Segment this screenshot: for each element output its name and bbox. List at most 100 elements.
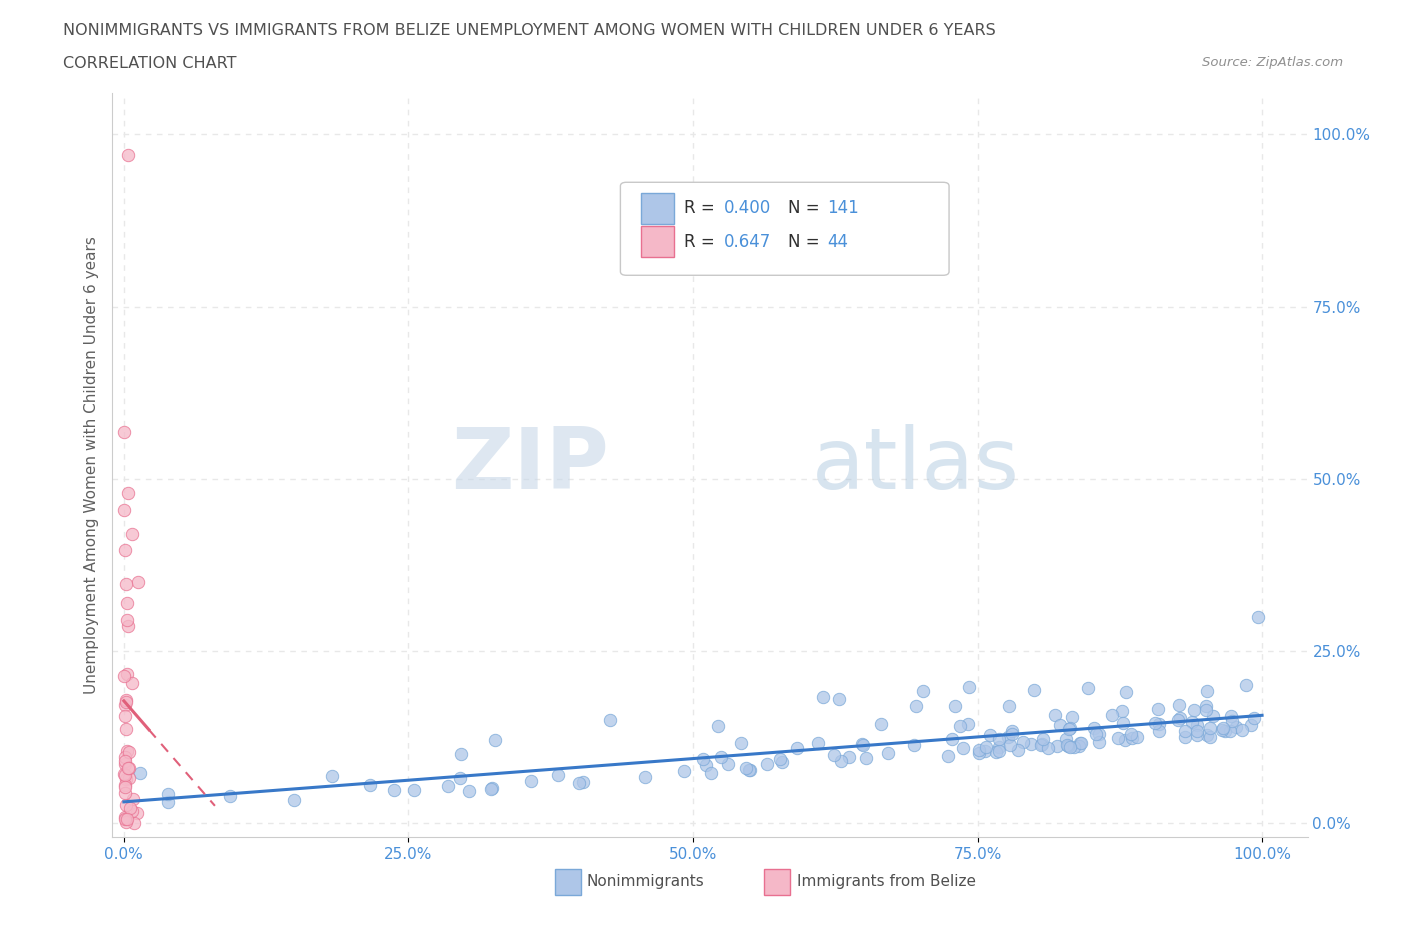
Point	[1057, 738, 1080, 753]
Point	[838, 750, 860, 764]
Point	[520, 774, 543, 789]
Point	[157, 794, 180, 809]
Point	[807, 736, 830, 751]
Point	[1029, 737, 1052, 752]
Point	[1060, 710, 1083, 724]
Point	[1174, 724, 1197, 738]
Point	[112, 425, 135, 440]
Point	[1187, 728, 1209, 743]
Point	[1147, 717, 1170, 732]
Point	[1202, 709, 1225, 724]
Point	[117, 745, 139, 760]
Point	[117, 595, 139, 610]
Point	[437, 778, 460, 793]
Point	[599, 712, 621, 727]
Point	[634, 770, 657, 785]
Text: 141: 141	[827, 199, 859, 218]
Point	[114, 753, 136, 768]
Point	[1121, 731, 1143, 746]
Bar	[554, 869, 581, 895]
Point	[117, 148, 139, 163]
Point	[1114, 733, 1136, 748]
Text: atlas: atlas	[811, 423, 1019, 507]
Point	[1247, 609, 1270, 624]
Point	[1000, 737, 1022, 752]
Point	[734, 760, 756, 775]
Point	[117, 485, 139, 500]
Point	[936, 749, 959, 764]
Point	[755, 757, 778, 772]
Point	[114, 812, 136, 827]
Point	[115, 693, 138, 708]
Point	[738, 763, 761, 777]
Point	[1212, 721, 1234, 736]
Point	[967, 746, 990, 761]
Point	[1240, 717, 1263, 732]
FancyBboxPatch shape	[620, 182, 949, 275]
Point	[114, 779, 136, 794]
Point	[1170, 711, 1192, 725]
Point	[786, 740, 808, 755]
Point	[851, 737, 873, 751]
Point	[1195, 702, 1218, 717]
Point	[118, 760, 141, 775]
Point	[114, 810, 136, 825]
Point	[952, 740, 974, 755]
Point	[1222, 713, 1244, 728]
Point	[484, 732, 506, 747]
Point	[987, 739, 1010, 754]
Point	[114, 542, 136, 557]
Point	[1182, 703, 1205, 718]
Point	[979, 728, 1001, 743]
Point	[1083, 721, 1105, 736]
Point	[115, 694, 138, 709]
Point	[1000, 726, 1022, 741]
Point	[770, 754, 793, 769]
Point	[1185, 724, 1208, 738]
Point	[547, 767, 569, 782]
Point	[1012, 735, 1035, 750]
Point	[450, 747, 472, 762]
Point	[1059, 722, 1081, 737]
Point	[115, 811, 138, 826]
Point	[1000, 724, 1022, 738]
Point	[673, 764, 696, 778]
Point	[1199, 721, 1222, 736]
Point	[973, 744, 995, 759]
Point	[949, 719, 972, 734]
Bar	[763, 869, 790, 895]
Point	[769, 751, 792, 766]
Point	[911, 684, 934, 698]
Point	[870, 716, 893, 731]
Point	[905, 698, 928, 713]
Point	[943, 698, 966, 713]
Text: 0.647: 0.647	[724, 232, 772, 251]
Point	[998, 698, 1021, 713]
Point	[404, 782, 426, 797]
Point	[1059, 720, 1081, 735]
Point	[1063, 739, 1085, 754]
Point	[1088, 726, 1111, 741]
Point	[120, 800, 142, 815]
Point	[118, 770, 141, 785]
Point	[114, 785, 136, 800]
Point	[707, 719, 730, 734]
Text: N =: N =	[787, 232, 824, 251]
Point	[571, 774, 593, 789]
Point	[479, 782, 502, 797]
Point	[695, 758, 717, 773]
Point	[359, 777, 381, 792]
Point	[1167, 712, 1189, 727]
Point	[115, 798, 138, 813]
Point	[1069, 736, 1091, 751]
Point	[1054, 731, 1077, 746]
Text: 0.400: 0.400	[724, 199, 772, 218]
Point	[1146, 702, 1168, 717]
Point	[1032, 731, 1054, 746]
Text: Source: ZipAtlas.com: Source: ZipAtlas.com	[1202, 56, 1343, 69]
Text: Immigrants from Belize: Immigrants from Belize	[797, 874, 976, 889]
Point	[811, 689, 834, 704]
Point	[115, 811, 138, 826]
Point	[115, 576, 138, 591]
Point	[828, 692, 851, 707]
